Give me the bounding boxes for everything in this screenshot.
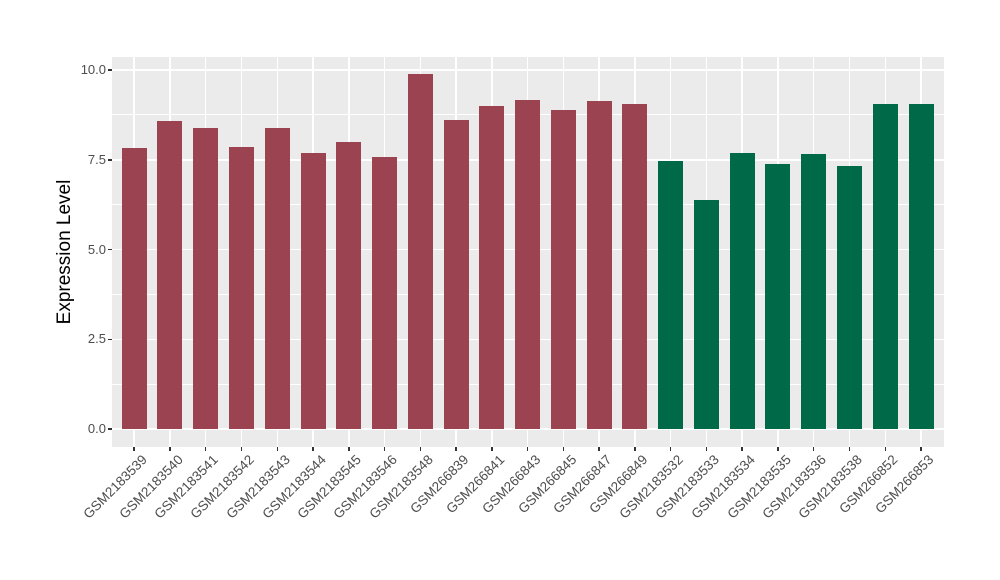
bar bbox=[837, 166, 862, 429]
x-tick-mark bbox=[276, 447, 278, 451]
x-tick-mark bbox=[526, 447, 529, 451]
x-tick-mark bbox=[169, 447, 171, 451]
bar bbox=[372, 157, 398, 429]
x-tick-mark bbox=[777, 447, 779, 451]
bar bbox=[765, 164, 791, 429]
plot-panel bbox=[112, 57, 944, 447]
y-tick-label: 7.5 bbox=[87, 151, 106, 167]
x-tick-mark bbox=[812, 447, 815, 451]
bar bbox=[300, 152, 326, 429]
y-tick-mark bbox=[108, 428, 112, 430]
bar bbox=[193, 127, 219, 429]
y-tick-mark bbox=[108, 248, 112, 251]
x-tick-mark bbox=[204, 447, 207, 451]
x-tick-mark bbox=[920, 447, 922, 451]
bar bbox=[515, 100, 541, 429]
bar bbox=[157, 120, 183, 429]
y-tick-label: 5.0 bbox=[87, 241, 106, 257]
bar bbox=[586, 101, 612, 429]
y-tick-label: 2.5 bbox=[87, 331, 106, 347]
x-tick-mark bbox=[455, 447, 457, 451]
bar bbox=[622, 104, 648, 429]
x-tick-mark bbox=[634, 447, 636, 451]
bar bbox=[121, 148, 147, 429]
bar bbox=[264, 127, 290, 429]
x-tick-mark bbox=[848, 447, 851, 451]
bar bbox=[479, 105, 505, 429]
x-tick-mark bbox=[705, 447, 708, 451]
y-tick-mark bbox=[108, 338, 112, 340]
y-tick-label: 0.0 bbox=[87, 421, 106, 436]
y-tick-label: 10.0 bbox=[80, 62, 106, 77]
bar bbox=[658, 161, 684, 429]
x-tick-mark bbox=[383, 447, 386, 451]
y-axis-title: Expression Level bbox=[54, 179, 75, 325]
bar bbox=[228, 147, 254, 429]
x-tick-mark bbox=[491, 447, 493, 451]
x-tick-mark bbox=[419, 447, 422, 451]
x-tick-mark bbox=[312, 447, 314, 451]
y-tick-mark bbox=[108, 159, 112, 161]
x-tick-mark bbox=[133, 447, 135, 451]
bar bbox=[908, 104, 934, 429]
x-tick-mark bbox=[348, 447, 350, 451]
bar bbox=[729, 153, 755, 429]
bar bbox=[336, 141, 362, 429]
bar bbox=[443, 120, 469, 429]
x-tick-mark bbox=[240, 447, 243, 451]
x-tick-mark bbox=[669, 447, 672, 451]
bar bbox=[872, 104, 898, 429]
x-tick-mark bbox=[741, 447, 743, 451]
y-tick-mark bbox=[108, 69, 112, 71]
x-tick-mark bbox=[562, 447, 565, 451]
bar bbox=[550, 110, 576, 429]
bar bbox=[407, 73, 433, 429]
bar bbox=[801, 153, 827, 429]
x-tick-mark bbox=[598, 447, 600, 451]
bar bbox=[693, 199, 719, 429]
x-tick-mark bbox=[884, 447, 886, 451]
